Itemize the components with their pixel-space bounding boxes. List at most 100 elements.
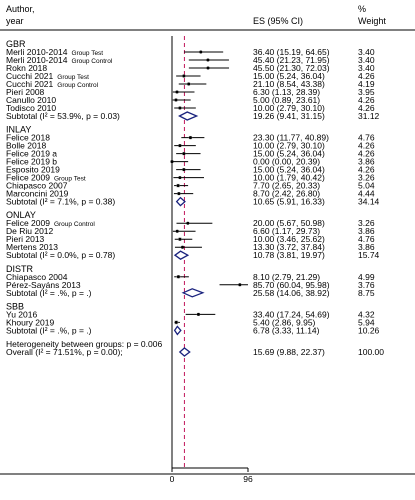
study-label: Pérez-Sayáns 2013 <box>6 280 81 290</box>
group-label: DISTR <box>6 264 34 274</box>
es-ci-value: 6.30 (1.13, 28.39) <box>253 87 320 97</box>
study-label: Pieri 2013 <box>6 234 45 244</box>
weight-value: 4.44 <box>358 189 375 199</box>
x-tick-label: 0 <box>170 474 175 484</box>
point-estimate <box>206 58 210 62</box>
weight-value: 8.75 <box>358 288 375 298</box>
point-estimate <box>174 98 178 102</box>
es-ci-value: 25.58 (14.06, 38.92) <box>253 288 330 298</box>
study-label: Felice 2019 b <box>6 157 57 167</box>
study-label: Canullo 2010 <box>6 95 56 105</box>
point-estimate <box>182 74 186 78</box>
es-ci-value: 21.10 (8.54, 43.38) <box>253 79 325 89</box>
es-ci-value: 10.00 (2.79, 30.10) <box>253 141 325 151</box>
point-estimate <box>178 106 182 110</box>
es-ci-value: 10.00 (2.79, 30.10) <box>253 103 325 113</box>
point-estimate <box>186 221 190 225</box>
point-estimate <box>181 245 185 249</box>
es-ci-value: 0.00 (0.00, 20.39) <box>253 157 320 167</box>
study-label: Cucchi 2021 <box>6 79 54 89</box>
weight-value: 34.14 <box>358 197 380 207</box>
x-tick-label: 96 <box>243 474 253 484</box>
study-label: Felice 2019 a <box>6 149 57 159</box>
weight-value: 15.74 <box>358 250 380 260</box>
study-sublabel: Group Control <box>57 82 98 89</box>
overall-weight: 100.00 <box>358 347 384 357</box>
study-label: Merli 2010-2014 <box>6 55 68 65</box>
es-ci-value: 10.65 (5.91, 16.33) <box>253 197 325 207</box>
es-ci-value: 45.50 (21.30, 72.03) <box>253 63 330 73</box>
overall-label: Overall (I² = 71.51%, p = 0.00); <box>6 347 123 357</box>
point-estimate <box>188 136 192 140</box>
study-label: Esposito 2019 <box>6 165 60 175</box>
point-estimate <box>178 176 182 180</box>
study-label: Khoury 2019 <box>6 317 54 327</box>
es-ci-value: 15.00 (5.24, 36.04) <box>253 71 325 81</box>
study-label: Felice 2009 <box>6 218 50 228</box>
study-label: Felice 2018 <box>6 133 50 143</box>
es-ci-value: 6.60 (1.17, 29.73) <box>253 226 320 236</box>
weight-value: 4.76 <box>358 234 375 244</box>
group-label: INLAY <box>6 125 31 135</box>
study-label: Chiapasco 2007 <box>6 181 68 191</box>
subtotal-diamond <box>178 111 199 121</box>
weight-value: 3.40 <box>358 55 375 65</box>
point-estimate <box>176 275 180 279</box>
study-label: Marconcini 2019 <box>6 189 69 199</box>
study-sublabel: Group Control <box>54 221 95 228</box>
point-estimate <box>182 168 186 172</box>
study-label: Chiapasco 2004 <box>6 272 68 282</box>
study-label: Merli 2010-2014 <box>6 47 68 57</box>
point-estimate <box>177 192 181 196</box>
header-study-line1: Author, <box>6 4 35 14</box>
point-estimate <box>206 66 210 70</box>
overall-diamond <box>178 347 191 357</box>
es-ci-value: 10.00 (1.79, 40.42) <box>253 173 325 183</box>
heterogeneity-text: Heterogeneity between groups: p = 0.006 <box>6 339 162 349</box>
study-sublabel: Group Test <box>57 74 89 81</box>
group-label: GBR <box>6 39 26 49</box>
study-label: Todisco 2010 <box>6 103 56 113</box>
weight-value: 10.26 <box>358 325 380 335</box>
study-sublabel: Group Control <box>71 58 112 65</box>
study-label: Pieri 2008 <box>6 87 45 97</box>
weight-value: 4.26 <box>358 149 375 159</box>
weight-value: 31.12 <box>358 111 380 121</box>
es-ci-value: 8.70 (2.42, 26.80) <box>253 189 320 199</box>
es-ci-value: 7.70 (2.65, 20.33) <box>253 181 320 191</box>
es-ci-value: 36.40 (15.19, 64.65) <box>253 47 330 57</box>
point-estimate <box>182 152 186 156</box>
point-estimate <box>175 229 179 233</box>
point-estimate <box>178 144 182 148</box>
subtotal-label: Subtotal (I² = 7.1%, p = 0.38) <box>6 197 115 207</box>
header-es: ES (95% CI) <box>253 16 303 26</box>
group-label: SBB <box>6 301 24 311</box>
subtotal-label: Subtotal (I² = 53.9%, p = 0.03) <box>6 111 120 121</box>
study-label: Rokn 2018 <box>6 63 47 73</box>
header-weight-line2: Weight <box>358 16 386 26</box>
point-estimate <box>178 237 182 241</box>
study-label: Cucchi 2021 <box>6 71 54 81</box>
weight-value: 3.95 <box>358 87 375 97</box>
weight-value: 3.40 <box>358 47 375 57</box>
point-estimate <box>187 82 191 86</box>
subtotal-label: Subtotal (I² = .%, p = .) <box>6 325 92 335</box>
weight-value: 5.94 <box>358 317 375 327</box>
es-ci-value: 33.40 (17.24, 54.69) <box>253 309 330 319</box>
point-estimate <box>199 50 203 54</box>
subtotal-diamond <box>173 250 190 260</box>
es-ci-value: 13.30 (3.72, 37.84) <box>253 242 325 252</box>
weight-value: 3.76 <box>358 280 375 290</box>
overall-es-ci: 15.69 (9.88, 22.37) <box>253 347 325 357</box>
subtotal-diamond <box>181 288 205 298</box>
weight-value: 4.76 <box>358 133 375 143</box>
weight-value: 4.26 <box>358 71 375 81</box>
study-label: Mertens 2013 <box>6 242 58 252</box>
weight-value: 3.86 <box>358 226 375 236</box>
es-ci-value: 10.78 (3.81, 19.97) <box>253 250 325 260</box>
weight-value: 3.26 <box>358 218 375 228</box>
es-ci-value: 10.00 (3.46, 25.62) <box>253 234 325 244</box>
es-ci-value: 15.00 (5.24, 36.04) <box>253 165 325 175</box>
group-label: ONLAY <box>6 210 36 220</box>
